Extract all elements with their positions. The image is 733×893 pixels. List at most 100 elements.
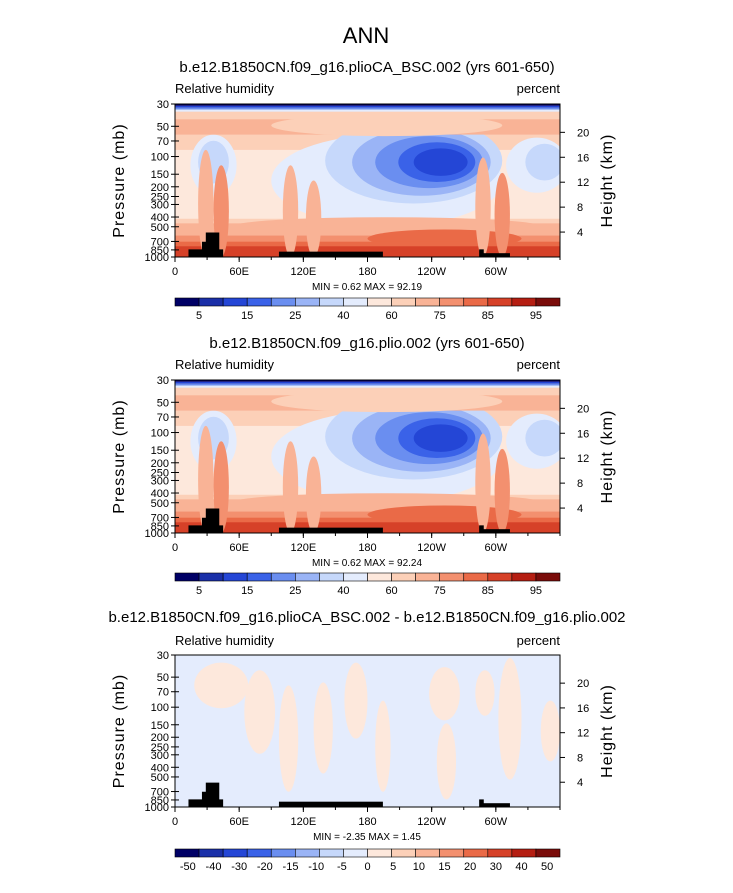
y-tick-label: 70 <box>157 412 169 424</box>
colorbar-label: 15 <box>241 585 253 597</box>
colorbar-swatch <box>198 848 224 858</box>
contour-band <box>413 148 468 176</box>
y2-tick-label: 4 <box>577 503 583 515</box>
contour-band <box>282 165 299 257</box>
colorbar-swatch <box>174 297 200 307</box>
y-tick-label: 50 <box>157 121 169 133</box>
panel-3: b.e12.B1850CN.f09_g16.plioCA_BSC.002 - b… <box>108 609 625 873</box>
contour-band <box>525 143 560 181</box>
colorbar-label: -10 <box>308 861 324 873</box>
colorbar-swatch <box>295 297 320 307</box>
y2-tick-label: 4 <box>577 227 583 239</box>
y-tick-label: 100 <box>151 702 169 714</box>
panel-1: b.e12.B1850CN.f09_g16.plioCA_BSC.002 (yr… <box>111 59 616 322</box>
colorbar-label: 40 <box>337 585 349 597</box>
panel-title: b.e12.B1850CN.f09_g16.plio.002 (yrs 601-… <box>209 335 524 352</box>
y-tick-label: 250 <box>151 192 169 204</box>
y2-tick-label: 16 <box>577 703 589 715</box>
y-tick-label: 250 <box>151 468 169 480</box>
y-tick-label: 400 <box>151 762 169 774</box>
x-tick-label: 120E <box>290 542 316 554</box>
y-tick-label: 300 <box>151 475 169 487</box>
contour-band <box>475 157 491 257</box>
y-tick-label: 70 <box>157 136 169 148</box>
colorbar-swatch <box>270 848 296 858</box>
y-tick-label: 200 <box>151 732 169 744</box>
panels: b.e12.B1850CN.f09_g16.plioCA_BSC.002 (yr… <box>108 59 625 873</box>
y-tick-label: 400 <box>151 212 169 224</box>
contour-band <box>305 456 322 533</box>
colorbar-swatch <box>463 848 489 858</box>
y-tick-label: 300 <box>151 199 169 211</box>
land-mask <box>483 803 510 807</box>
figure-title: ANN <box>343 23 389 48</box>
contour-band <box>271 390 503 413</box>
contour-band <box>175 383 560 386</box>
contour-band <box>494 172 510 257</box>
colorbar-swatch <box>270 297 296 307</box>
colorbar-label: 95 <box>530 585 542 597</box>
y2-tick-label: 12 <box>577 728 589 740</box>
y-tick-label: 30 <box>157 650 169 662</box>
contour-band <box>175 381 560 384</box>
colorbar-swatch <box>487 848 513 858</box>
colorbar-swatch <box>535 572 561 582</box>
contour-band <box>198 425 214 533</box>
colorbar: 5 15 25 40 60 75 85 95 <box>174 572 561 597</box>
contour-fill <box>175 380 560 533</box>
colorbar-swatch <box>463 297 489 307</box>
contour-fill <box>175 655 560 807</box>
colorbar-swatch <box>415 297 440 307</box>
y-tick-label: 150 <box>151 169 169 181</box>
y2-axis-title: Height (km) <box>599 134 616 228</box>
x-tick-label: 0 <box>172 266 178 278</box>
y-tick-label: 50 <box>157 672 169 684</box>
contour-band <box>494 448 510 533</box>
units-label: percent <box>517 633 561 648</box>
colorbar-swatch <box>270 572 296 582</box>
colorbar-label: 40 <box>337 310 349 322</box>
variable-label: Relative humidity <box>175 81 274 96</box>
colorbar-swatch <box>295 572 320 582</box>
x-tick-label: 0 <box>172 542 178 554</box>
colorbar-label: 50 <box>541 861 553 873</box>
colorbar-swatch <box>343 297 368 307</box>
x-tick-label: 180 <box>358 266 376 278</box>
colorbar-label: 85 <box>482 310 494 322</box>
contour-band <box>175 109 560 112</box>
y-axis-title: Pressure (mb) <box>111 674 128 788</box>
y2-tick-label: 20 <box>577 403 589 415</box>
colorbar-swatch <box>415 572 440 582</box>
contour-band <box>305 180 322 257</box>
x-tick-label: 60E <box>229 542 249 554</box>
panel-title: b.e12.B1850CN.f09_g16.plioCA_BSC.002 - b… <box>108 609 625 626</box>
y2-tick-label: 16 <box>577 152 589 164</box>
colorbar-label: 5 <box>196 310 202 322</box>
colorbar-swatch <box>246 297 272 307</box>
y2-tick-label: 12 <box>577 453 589 465</box>
y-tick-label: 700 <box>151 236 169 248</box>
contour-band <box>175 104 560 106</box>
y-tick-label: 1000 <box>145 252 169 264</box>
min-max-label: MIN = 0.62 MAX = 92.24 <box>312 558 422 569</box>
colorbar-swatch <box>463 572 489 582</box>
y-tick-label: 200 <box>151 182 169 194</box>
colorbar-swatch <box>439 297 465 307</box>
x-tick-label: 120W <box>417 816 446 828</box>
y-tick-label: 700 <box>151 787 169 799</box>
colorbar-swatch <box>511 297 537 307</box>
y2-tick-label: 20 <box>577 127 589 139</box>
x-tick-label: 60W <box>485 816 508 828</box>
y-tick-label: 850 <box>151 521 169 533</box>
y-tick-label: 1000 <box>145 802 169 814</box>
y-tick-label: 400 <box>151 488 169 500</box>
contour-band <box>282 441 299 533</box>
y2-axis-title: Height (km) <box>599 410 616 504</box>
y-axis-title: Pressure (mb) <box>111 399 128 513</box>
x-tick-label: 60E <box>229 816 249 828</box>
contour-band <box>244 670 276 754</box>
colorbar-swatch <box>535 297 561 307</box>
colorbar-label: 5 <box>196 585 202 597</box>
contour-band <box>175 107 560 110</box>
